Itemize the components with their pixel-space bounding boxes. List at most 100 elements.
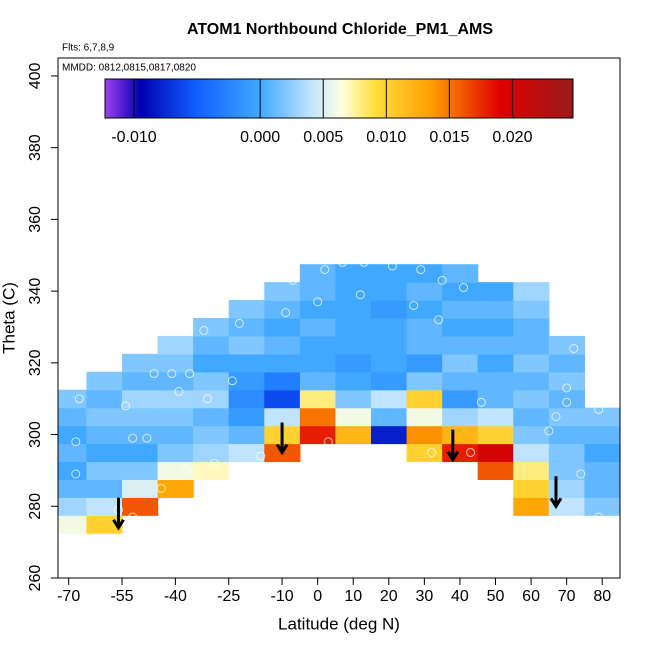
x-tick-label: -70 [57, 588, 80, 605]
heat-cell [477, 353, 514, 373]
heat-cell [513, 318, 550, 337]
sample-point [355, 290, 365, 300]
heat-cell [193, 318, 230, 337]
heat-cell [335, 318, 372, 337]
sample-point [185, 369, 195, 379]
heat-cell [442, 389, 479, 409]
heat-cell [299, 407, 337, 427]
heat-cell [371, 389, 408, 409]
heat-cell [442, 371, 479, 391]
heat-cell [477, 407, 514, 427]
heat-cell [299, 335, 337, 355]
heat-cell [406, 389, 443, 409]
sample-point [128, 433, 138, 443]
heat-cell [157, 443, 194, 463]
heat-cell [157, 461, 194, 480]
heat-cell [406, 264, 443, 283]
heat-cell [371, 407, 408, 427]
sample-point [234, 318, 244, 328]
heat-cell [299, 264, 337, 283]
sample-point [174, 387, 184, 397]
heat-cell [513, 479, 550, 498]
heat-cell [477, 300, 514, 319]
heat-cell [86, 497, 123, 516]
heat-cell [299, 282, 337, 301]
chart-title: ATOM1 Northbound Chloride_PM1_AMS [187, 21, 493, 38]
heat-cell [513, 389, 550, 409]
heat-cell [157, 371, 194, 391]
x-tick-label: 20 [380, 588, 398, 605]
colorbar-tick-label: 0.015 [429, 129, 469, 146]
y-tick-label: 340 [27, 278, 44, 305]
sample-point [416, 265, 426, 275]
sample-point [71, 437, 81, 447]
sample-point [71, 469, 81, 479]
sample-point [256, 451, 266, 461]
heat-cell [157, 389, 194, 409]
sample-point [476, 397, 486, 407]
y-tick-label: 320 [27, 349, 44, 376]
heat-cell [477, 371, 514, 391]
heat-cell [477, 318, 514, 337]
y-tick-label: 300 [27, 421, 44, 448]
sample-point [551, 412, 561, 422]
sample-point [562, 272, 572, 282]
heat-cell [513, 461, 550, 480]
arrow-marker [446, 429, 460, 463]
x-tick-label: 10 [344, 588, 362, 605]
heat-cell [335, 371, 372, 391]
heat-cell [193, 335, 230, 355]
y-tick-label: 280 [27, 493, 44, 520]
heat-cell [371, 371, 408, 391]
sample-point [466, 447, 476, 457]
sample-point [562, 383, 572, 393]
heat-cell [584, 425, 620, 445]
heat-cell [513, 371, 550, 391]
x-tick-label: -10 [271, 588, 294, 605]
heat-cell [406, 371, 443, 391]
heat-cell [442, 425, 479, 445]
sample-point [74, 394, 84, 404]
heat-cell [122, 407, 159, 427]
heat-cell [58, 461, 88, 480]
heat-cell [122, 443, 159, 463]
heat-cell [122, 425, 159, 445]
heat-cell [442, 318, 479, 337]
heat-cell [406, 353, 443, 373]
x-tick-label: 50 [487, 588, 505, 605]
sample-point [569, 343, 579, 353]
heat-cell [122, 461, 159, 480]
annotation: MMDD: 0812,0815,0817,0820 [62, 63, 196, 74]
heat-cell [513, 425, 550, 445]
sample-point [199, 326, 209, 336]
sample-point [131, 516, 141, 526]
heat-cell [477, 443, 514, 463]
x-tick-label: 30 [415, 588, 433, 605]
heat-cell [122, 479, 159, 498]
sample-point [387, 261, 397, 271]
heat-cell [584, 497, 620, 516]
heat-cell [193, 353, 230, 373]
heat-cell [157, 353, 194, 373]
heat-cell [371, 353, 408, 373]
heat-cell [58, 389, 88, 409]
y-axis-label: Theta (C) [0, 282, 18, 354]
heat-cell [228, 443, 265, 463]
heat-cell [548, 461, 586, 480]
heat-cell [58, 497, 88, 516]
heat-cell [513, 335, 550, 355]
sample-point [142, 433, 152, 443]
sample-point [437, 275, 447, 285]
colorbar-tick-label: -0.010 [111, 129, 156, 146]
x-tick-label: -25 [217, 588, 240, 605]
heat-cell [513, 443, 550, 463]
x-tick-label: 70 [558, 588, 576, 605]
heat-cell [477, 425, 514, 445]
heat-cell [548, 479, 586, 498]
sample-point [227, 376, 237, 386]
sample-point [587, 354, 597, 364]
heat-cell [335, 407, 372, 427]
x-tick-label: 40 [451, 588, 469, 605]
heat-cell [406, 300, 443, 319]
